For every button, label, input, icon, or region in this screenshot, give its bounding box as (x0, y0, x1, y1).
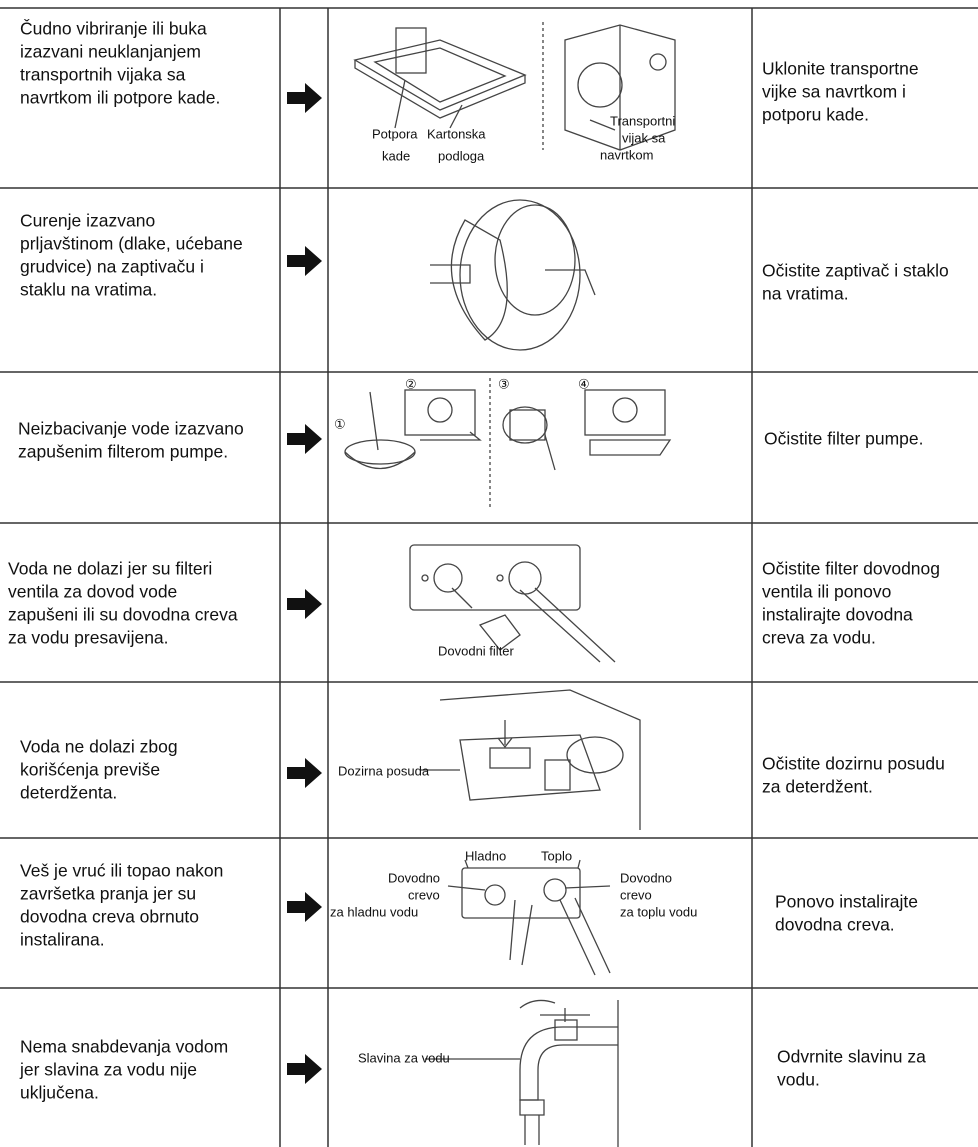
solution-texts: Uklonite transportne vijke sa navrtkom i… (762, 59, 949, 1090)
solution-line: Očistite filter dovodnog (762, 559, 940, 579)
problem-texts: Čudno vibriranje ili buka izazvani neukl… (8, 18, 244, 1103)
solution-line: Očistite zaptivač i staklo (762, 261, 949, 281)
image-label: Potpora (372, 126, 418, 141)
image-label: Kartonska (427, 126, 486, 141)
arrows (287, 83, 322, 1084)
solution-line: potporu kade. (762, 105, 869, 125)
problem-line: prljavštinom (dlake, ućebane (20, 234, 243, 254)
image-label: za toplu vodu (620, 904, 697, 919)
solution-line: na vratima. (762, 284, 849, 304)
image-label: vijak sa (622, 130, 666, 145)
image-label: Dovodno (620, 870, 672, 885)
image-label: za hladnu vodu (330, 904, 418, 919)
solution-line: creva za vodu. (762, 628, 876, 648)
solution-line: za deterdžent. (762, 777, 873, 797)
problem-line: završetka pranja jer su (20, 884, 196, 904)
solution-line: Očistite dozirnu posudu (762, 754, 945, 774)
problem-line: zapušenim filterom pumpe. (18, 442, 228, 462)
problem-line: dovodna creva obrnuto (20, 907, 199, 927)
problem-line: izazvani neuklanjanjem (20, 42, 201, 62)
solution-line: vijke sa navrtkom i (762, 82, 906, 102)
image-label: ④ (578, 376, 590, 391)
problem-line: navrtkom ili potpore kade. (20, 88, 220, 108)
image-label: kade (382, 148, 410, 163)
problem-line: korišćenja previše (20, 760, 160, 780)
solution-line: dovodna creva. (775, 915, 895, 935)
solution-line: ventila ili ponovo (762, 582, 891, 602)
image-label: ② (405, 376, 417, 391)
image-label: Dovodno (388, 870, 440, 885)
solution-line: Uklonite transportne (762, 59, 919, 79)
image-label: Hladno (465, 848, 506, 863)
image-label: Slavina za vodu (358, 1050, 450, 1065)
illustrations (344, 22, 676, 1147)
problem-line: Voda ne dolazi jer su filteri (8, 559, 212, 579)
problem-line: instalirana. (20, 930, 105, 950)
problem-line: uključena. (20, 1083, 99, 1103)
problem-line: transportnih vijaka sa (20, 65, 186, 85)
problem-line: Veš je vruć ili topao nakon (20, 861, 223, 881)
solution-line: vodu. (777, 1070, 820, 1090)
problem-line: jer slavina za vodu nije (19, 1060, 197, 1080)
problem-line: Čudno vibriranje ili buka (20, 18, 207, 39)
problem-line: Neizbacivanje vode izazvano (18, 419, 244, 439)
problem-line: za vodu presavijena. (8, 628, 169, 648)
problem-line: zapušeni ili su dovodna creva (8, 605, 238, 625)
image-label: crevo (620, 887, 652, 902)
problem-line: staklu na vratima. (20, 280, 157, 300)
image-label: Transportni (610, 113, 675, 128)
image-label: podloga (438, 148, 485, 163)
illustration-labels: Potpora kade Kartonska podloga Transport… (330, 113, 697, 1065)
image-label: crevo (408, 887, 440, 902)
solution-line: Ponovo instalirajte (775, 892, 918, 912)
problem-line: Curenje izazvano (20, 211, 155, 231)
solution-line: instalirajte dovodna (762, 605, 913, 625)
problem-line: Voda ne dolazi zbog (20, 737, 178, 757)
solution-line: Očistite filter pumpe. (764, 429, 924, 449)
image-label: navrtkom (600, 147, 653, 162)
image-label: Dozirna posuda (338, 763, 430, 778)
problem-line: ventila za dovod vode (8, 582, 177, 602)
problem-line: Nema snabdevanja vodom (20, 1037, 228, 1057)
problem-line: grudvice) na zaptivaču i (20, 257, 204, 277)
grid (0, 7, 978, 1147)
image-label: ③ (498, 376, 510, 391)
solution-line: Odvrnite slavinu za (777, 1047, 926, 1067)
image-label: Dovodni filter (438, 643, 515, 658)
image-label: ① (334, 416, 346, 431)
problem-line: deterdženta. (20, 783, 117, 803)
image-label: Toplo (541, 848, 572, 863)
